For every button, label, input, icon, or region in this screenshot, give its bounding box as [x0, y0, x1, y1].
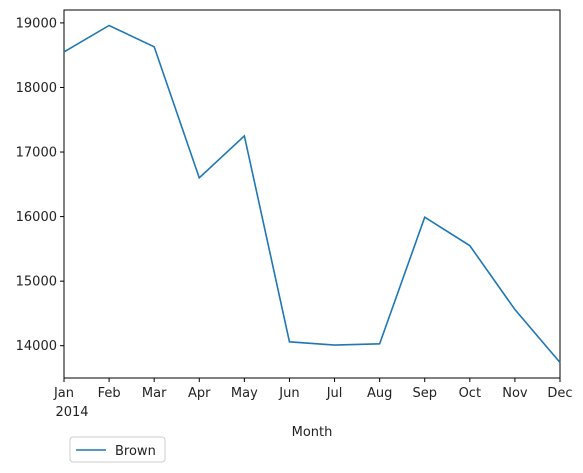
legend-label-brown: Brown — [115, 444, 156, 459]
x-tick-label: Jul — [326, 386, 343, 401]
x-axis-label: Month — [292, 425, 333, 440]
x-tick-label: May — [231, 386, 258, 401]
x-tick-label: Aug — [367, 386, 392, 401]
y-tick-label: 16000 — [16, 210, 57, 225]
plot-area — [63, 9, 561, 379]
y-axis: 14000 15000 16000 17000 18000 19000 — [16, 16, 64, 354]
x-tick-label: Oct — [459, 386, 481, 401]
y-tick-label: 14000 — [16, 339, 57, 354]
y-tick-label: 19000 — [16, 16, 57, 31]
x-tick-label: Dec — [547, 386, 572, 401]
x-tick-label: Feb — [98, 386, 121, 401]
x-tick-label: Mar — [142, 386, 167, 401]
x-tick-label: Apr — [188, 386, 211, 401]
x-tick-year-label: 2014 — [55, 405, 88, 420]
x-axis: Jan Feb Mar Apr May Jun Jul Aug Sep Oct Nov Dec — [53, 378, 573, 401]
y-tick-label: 18000 — [16, 81, 57, 96]
x-tick-label: Jan — [53, 386, 74, 401]
series-line-brown — [63, 24, 561, 364]
x-tick-label: Jun — [278, 386, 299, 401]
y-tick-label: 17000 — [16, 146, 57, 161]
legend: Brown — [69, 436, 166, 463]
x-tick-label: Sep — [412, 386, 437, 401]
y-tick-label: 15000 — [16, 275, 57, 290]
legend-frame — [69, 436, 166, 463]
x-tick-label: Nov — [502, 386, 528, 401]
